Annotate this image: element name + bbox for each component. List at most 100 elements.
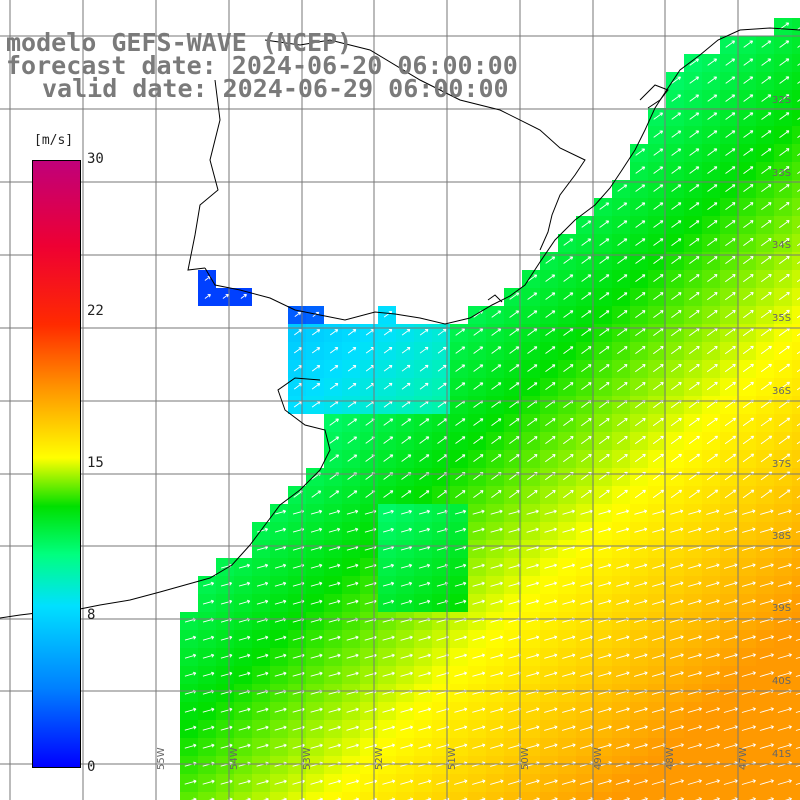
wind-arrow — [382, 599, 395, 605]
wind-arrow — [724, 527, 738, 533]
wind-arrow — [707, 112, 718, 120]
colorbar — [32, 160, 81, 768]
wind-arrow — [725, 202, 736, 210]
wind-arrow — [725, 58, 736, 66]
wind-arrow — [598, 671, 612, 677]
wind-arrow — [652, 417, 664, 427]
wind-arrow — [454, 779, 468, 785]
wind-cell — [468, 792, 486, 800]
wind-arrow — [581, 274, 592, 282]
wind-cell — [180, 792, 198, 800]
wind-arrow — [706, 363, 718, 373]
wind-arrow — [526, 743, 540, 749]
wind-arrow — [707, 238, 718, 246]
wind-arrow — [617, 292, 628, 300]
wind-cell — [792, 630, 800, 648]
wind-arrow — [274, 599, 287, 605]
wind-arrow — [653, 184, 664, 192]
wind-arrow — [743, 130, 754, 138]
wind-arrow — [687, 725, 702, 731]
wind-arrow — [526, 563, 539, 569]
wind-arrow — [779, 166, 790, 174]
wind-arrow — [184, 671, 197, 677]
wind-arrow — [220, 743, 233, 749]
wind-cell — [792, 288, 800, 306]
wind-arrow — [688, 381, 700, 391]
wind-arrow — [635, 292, 646, 300]
wind-arrow — [633, 671, 648, 677]
wind-arrow — [383, 329, 393, 336]
wind-arrow — [526, 653, 540, 659]
wind-arrow — [705, 725, 720, 731]
wind-arrow — [689, 220, 700, 228]
wind-arrow — [527, 274, 538, 282]
wind-arrow — [490, 581, 503, 587]
wind-arrow — [670, 527, 684, 533]
wind-cell — [522, 792, 540, 800]
wind-arrow — [329, 436, 340, 444]
lon-label-48w: 48W — [665, 747, 676, 770]
wind-arrow — [669, 653, 684, 659]
wind-cell — [666, 792, 684, 800]
wind-cell — [792, 252, 800, 270]
wind-arrow — [329, 347, 339, 354]
wind-arrow — [401, 436, 412, 444]
lon-label-52w: 52W — [374, 747, 385, 770]
wind-arrow — [759, 599, 774, 605]
wind-arrow — [347, 454, 358, 462]
wind-arrow — [184, 635, 197, 641]
wind-arrow — [795, 530, 800, 533]
wind-arrow — [795, 566, 800, 569]
wind-cell — [792, 108, 800, 126]
wind-arrow — [635, 256, 646, 264]
wind-arrow — [617, 238, 628, 246]
wind-cell — [792, 378, 800, 396]
wind-arrow — [724, 363, 736, 373]
wind-arrow — [490, 509, 503, 515]
wind-arrow — [527, 310, 538, 318]
wind-arrow — [202, 653, 215, 659]
lat-label-41s: 41S — [772, 749, 792, 760]
wind-cell — [594, 792, 612, 800]
wind-arrow — [743, 256, 754, 265]
wind-arrow — [310, 599, 323, 605]
wind-arrow — [759, 707, 774, 713]
wind-arrow — [689, 256, 700, 264]
wind-arrow — [543, 779, 558, 785]
colorbar-unit: [m/s] — [32, 133, 76, 148]
wind-cell — [360, 792, 378, 800]
wind-arrow — [220, 671, 233, 677]
wind-arrow — [562, 599, 576, 605]
wind-arrow — [310, 725, 323, 731]
wind-arrow — [796, 405, 800, 409]
wind-arrow — [635, 364, 646, 373]
wind-arrow — [796, 279, 800, 283]
wind-arrow — [778, 309, 790, 319]
wind-cell — [792, 234, 800, 252]
wind-arrow — [707, 58, 718, 66]
wind-arrow — [742, 345, 754, 355]
wind-arrow — [401, 490, 412, 498]
wind-arrow — [274, 653, 287, 659]
wind-arrow — [491, 310, 502, 318]
wind-arrow — [706, 453, 719, 463]
wind-arrow — [346, 725, 359, 731]
wind-cell — [558, 792, 576, 800]
wind-arrow — [671, 346, 682, 355]
wind-arrow — [759, 653, 774, 659]
colorbar-tick-22: 22 — [87, 303, 104, 319]
wind-arrow — [795, 746, 800, 749]
wind-cell — [792, 522, 800, 540]
wind-arrow — [383, 364, 393, 372]
wind-arrow — [419, 454, 430, 462]
wind-arrow — [725, 94, 736, 102]
wind-arrow — [707, 345, 718, 355]
wind-arrow — [400, 671, 413, 677]
wind-arrow — [688, 453, 701, 463]
wind-cell — [792, 36, 800, 54]
wind-arrow — [671, 202, 682, 210]
wind-arrow — [653, 346, 664, 355]
wind-arrow — [688, 581, 702, 587]
wind-cell — [792, 162, 800, 180]
